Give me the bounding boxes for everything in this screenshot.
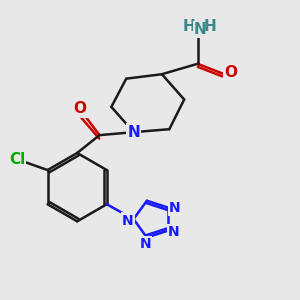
Text: N: N	[169, 201, 180, 215]
Text: N: N	[194, 22, 206, 37]
Text: N: N	[140, 237, 151, 251]
Text: N: N	[122, 214, 134, 228]
Text: O: O	[224, 65, 237, 80]
Text: H: H	[204, 19, 216, 34]
Text: Cl: Cl	[9, 152, 25, 167]
Text: N: N	[168, 225, 180, 239]
Text: H: H	[182, 19, 195, 34]
Text: O: O	[74, 101, 87, 116]
Text: N: N	[127, 125, 140, 140]
